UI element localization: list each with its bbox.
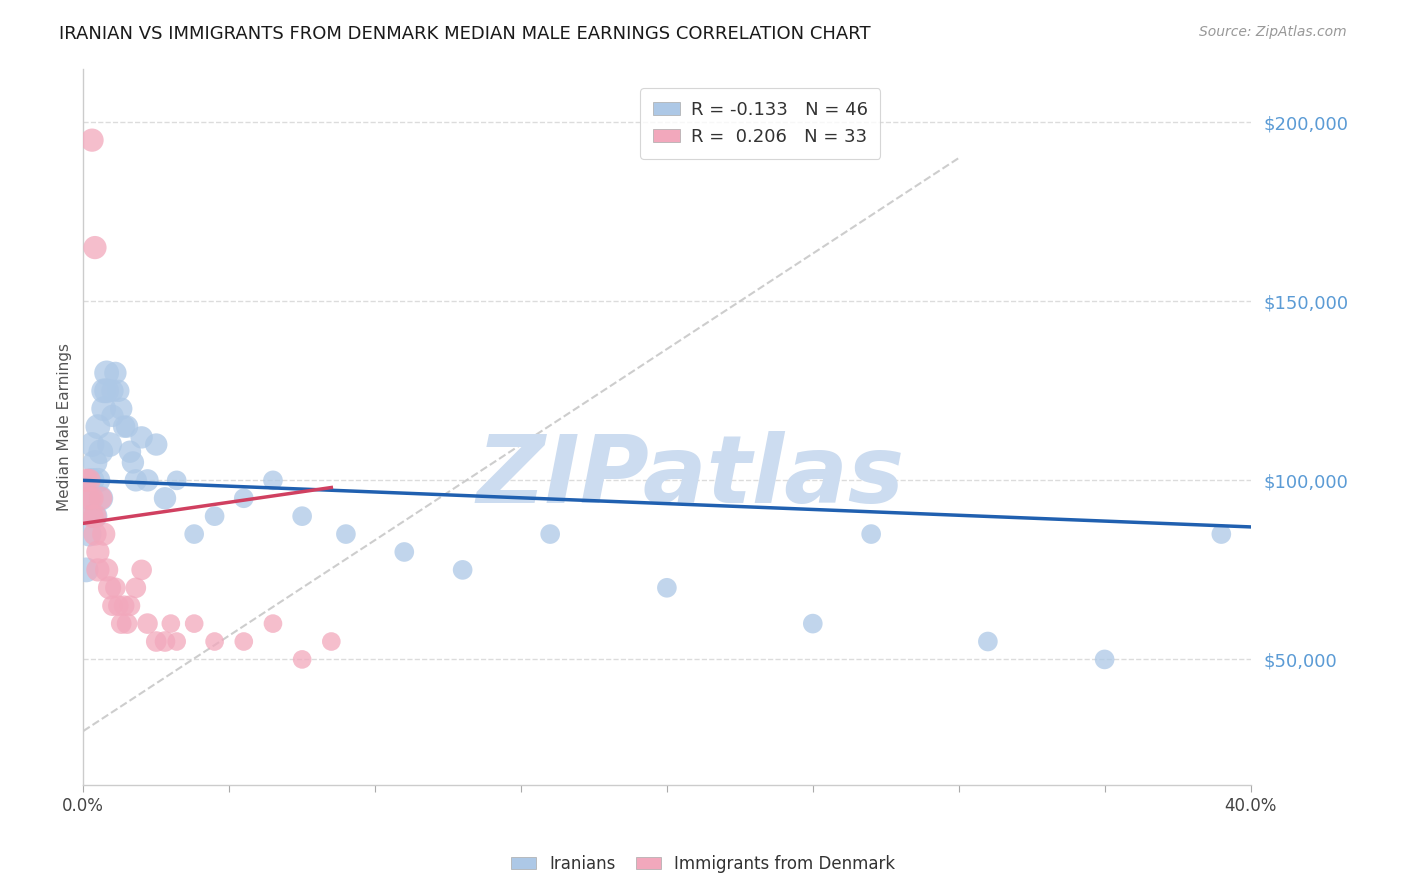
Y-axis label: Median Male Earnings: Median Male Earnings bbox=[58, 343, 72, 510]
Point bbox=[87, 545, 110, 559]
Legend: R = -0.133   N = 46, R =  0.206   N = 33: R = -0.133 N = 46, R = 0.206 N = 33 bbox=[640, 88, 880, 159]
Point bbox=[860, 527, 883, 541]
Point bbox=[96, 366, 118, 380]
Point bbox=[98, 581, 121, 595]
Text: Source: ZipAtlas.com: Source: ZipAtlas.com bbox=[1199, 25, 1347, 39]
Point bbox=[801, 616, 824, 631]
Point bbox=[77, 527, 100, 541]
Point bbox=[291, 509, 314, 524]
Point bbox=[98, 437, 121, 451]
Text: ZIPatlas: ZIPatlas bbox=[477, 431, 904, 523]
Point bbox=[96, 384, 118, 398]
Point bbox=[655, 581, 678, 595]
Point bbox=[84, 455, 107, 469]
Point bbox=[80, 509, 103, 524]
Point bbox=[204, 509, 226, 524]
Point bbox=[90, 444, 112, 458]
Point bbox=[262, 474, 284, 488]
Point bbox=[1211, 527, 1233, 541]
Point bbox=[166, 474, 188, 488]
Point bbox=[101, 409, 124, 423]
Point bbox=[335, 527, 357, 541]
Point bbox=[977, 634, 1000, 648]
Point bbox=[145, 634, 167, 648]
Point bbox=[80, 491, 103, 506]
Point bbox=[232, 634, 254, 648]
Point bbox=[90, 491, 112, 506]
Point bbox=[84, 527, 107, 541]
Point bbox=[183, 527, 205, 541]
Point bbox=[104, 366, 127, 380]
Point bbox=[104, 581, 127, 595]
Point bbox=[262, 616, 284, 631]
Point bbox=[125, 474, 148, 488]
Point bbox=[77, 491, 100, 506]
Point bbox=[107, 599, 129, 613]
Point bbox=[321, 634, 343, 648]
Point bbox=[122, 455, 145, 469]
Point bbox=[101, 599, 124, 613]
Point bbox=[87, 419, 110, 434]
Point bbox=[75, 474, 97, 488]
Point bbox=[118, 599, 141, 613]
Point bbox=[90, 491, 112, 506]
Point bbox=[77, 491, 100, 506]
Point bbox=[153, 491, 176, 506]
Point bbox=[131, 430, 153, 444]
Point bbox=[112, 599, 135, 613]
Point bbox=[87, 563, 110, 577]
Point bbox=[136, 616, 159, 631]
Point bbox=[232, 491, 254, 506]
Point bbox=[84, 509, 107, 524]
Legend: Iranians, Immigrants from Denmark: Iranians, Immigrants from Denmark bbox=[505, 848, 901, 880]
Text: IRANIAN VS IMMIGRANTS FROM DENMARK MEDIAN MALE EARNINGS CORRELATION CHART: IRANIAN VS IMMIGRANTS FROM DENMARK MEDIA… bbox=[59, 25, 870, 43]
Point bbox=[136, 474, 159, 488]
Point bbox=[93, 401, 115, 416]
Point bbox=[75, 563, 97, 577]
Point bbox=[110, 401, 132, 416]
Point bbox=[84, 509, 107, 524]
Point bbox=[107, 384, 129, 398]
Point bbox=[87, 474, 110, 488]
Point bbox=[112, 419, 135, 434]
Point bbox=[153, 634, 176, 648]
Point bbox=[291, 652, 314, 666]
Point bbox=[84, 241, 107, 255]
Point bbox=[118, 444, 141, 458]
Point bbox=[80, 474, 103, 488]
Point bbox=[96, 563, 118, 577]
Point bbox=[77, 474, 100, 488]
Point bbox=[204, 634, 226, 648]
Point bbox=[125, 581, 148, 595]
Point bbox=[80, 437, 103, 451]
Point bbox=[93, 527, 115, 541]
Point bbox=[80, 133, 103, 147]
Point bbox=[183, 616, 205, 631]
Point bbox=[110, 616, 132, 631]
Point bbox=[115, 616, 138, 631]
Point bbox=[166, 634, 188, 648]
Point bbox=[394, 545, 416, 559]
Point bbox=[131, 563, 153, 577]
Point bbox=[145, 437, 167, 451]
Point bbox=[538, 527, 561, 541]
Point bbox=[451, 563, 474, 577]
Point bbox=[93, 384, 115, 398]
Point bbox=[160, 616, 183, 631]
Point bbox=[115, 419, 138, 434]
Point bbox=[1094, 652, 1116, 666]
Point bbox=[101, 384, 124, 398]
